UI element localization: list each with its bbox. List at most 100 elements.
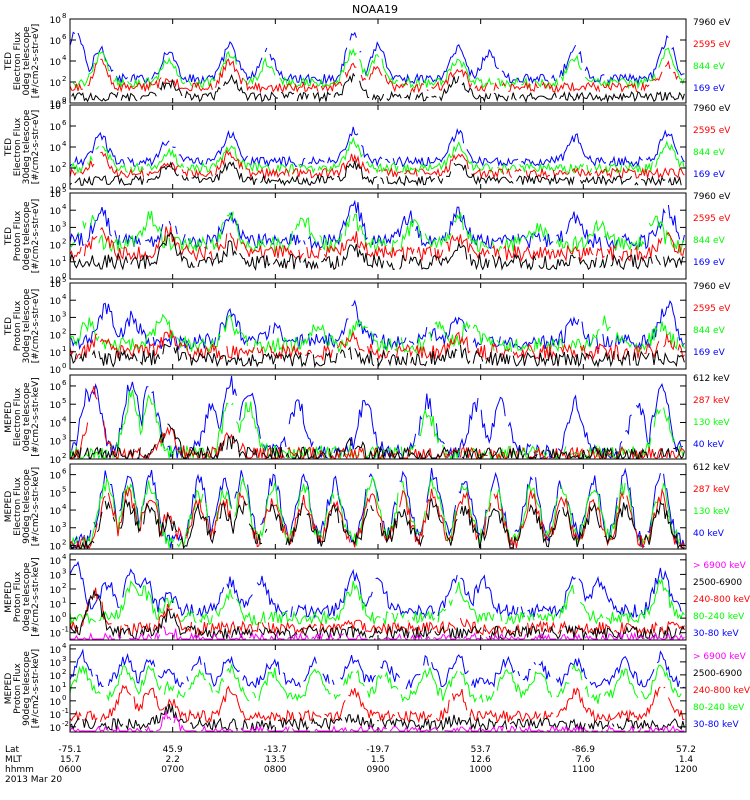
series-169-ev-line [69, 31, 685, 86]
footer-row-label: hhmm [5, 765, 34, 775]
legend-entry: 2500-6900 [693, 578, 742, 588]
y-tick-label: 10 [50, 557, 62, 567]
y-tick-exponent: 1 [62, 597, 66, 605]
y-tick-label: 10 [50, 37, 62, 47]
footer-value: 45.9 [163, 745, 183, 755]
y-tick-label: 10 [50, 259, 62, 269]
legend-entry: > 6900 keV [693, 561, 747, 571]
series-240-800-kev-line [69, 684, 685, 724]
legend-entry: 2595 eV [693, 304, 731, 314]
y-axis-label-line: [#/cm2-s-str-keV] [31, 649, 41, 728]
chart-title: NOAA19 [352, 3, 398, 16]
y-tick-label: 10 [50, 349, 62, 359]
y-axis-label-line: 30deg telescope [22, 109, 32, 184]
y-tick-exponent: 2 [62, 538, 66, 546]
y-tick-exponent: 3 [62, 521, 66, 529]
legend-entry: 844 eV [693, 148, 726, 158]
y-axis-label-line: [#/cm2-s-str-keV] [31, 467, 41, 546]
series-612-kev-line [69, 497, 685, 550]
panel-frame [69, 104, 687, 190]
y-tick-label: 10 [50, 698, 62, 708]
y-tick-exponent: 6 [62, 468, 67, 476]
series-612-kev-line [69, 423, 685, 460]
y-tick-exponent: 4 [62, 415, 67, 423]
legend-entry: 169 eV [693, 170, 726, 180]
y-tick-label: 10 [50, 58, 62, 68]
y-tick-exponent: 5 [62, 276, 66, 284]
y-tick-label: 10 [50, 646, 62, 656]
y-tick-label: 10 [50, 383, 62, 393]
legend-entry: 287 keV [693, 485, 730, 495]
y-tick-exponent: 2 [62, 161, 66, 169]
y-tick-exponent: 0 [62, 362, 66, 370]
y-tick-exponent: 6 [62, 119, 67, 127]
series-2595-ev-line [69, 149, 685, 180]
legend-entry: 80-240 keV [693, 703, 745, 713]
footer-value: 53.7 [471, 745, 491, 755]
legend-entry: > 6900 keV [693, 652, 747, 662]
y-axis-label-line: MEPED [4, 401, 14, 433]
y-tick-exponent: 0 [62, 694, 66, 702]
series-30-80-kev-line [69, 648, 685, 690]
y-axis-label-line: MEPED [4, 673, 14, 705]
y-tick-exponent: 2 [62, 582, 66, 590]
legend-entry: 612 keV [693, 463, 730, 473]
y-axis-label-line: TED [4, 227, 14, 246]
y-tick-label: 10 [50, 123, 62, 133]
footer-value: 57.2 [676, 745, 696, 755]
series-2500-6900-line [69, 589, 685, 641]
y-tick-exponent: -1 [62, 626, 69, 634]
legend-entry: 612 keV [693, 374, 730, 384]
y-tick-label: 10 [50, 472, 62, 482]
y-axis-label-line: 0deg telescope [22, 26, 32, 96]
footer-value: -86.9 [572, 745, 596, 755]
y-tick-label: 10 [50, 280, 62, 290]
y-axis-label-line: Electron Flux [13, 31, 23, 90]
legend-entry: 7960 eV [693, 104, 731, 114]
y-tick-label: 10 [50, 190, 62, 200]
y-tick-exponent: -1 [62, 707, 69, 715]
y-tick-label: 10 [50, 571, 62, 581]
y-tick-exponent: 6 [62, 33, 67, 41]
y-tick-label: 10 [50, 419, 62, 429]
y-tick-exponent: 5 [62, 397, 66, 405]
y-axis-label-line: [#/cm2-s-str-keV] [31, 377, 41, 456]
series--6900-kev-line [70, 626, 685, 641]
legend-entry: 169 eV [693, 84, 726, 94]
y-tick-exponent: 4 [62, 203, 67, 211]
y-tick-exponent: -2 [62, 720, 69, 728]
legend-entry: 844 eV [693, 62, 726, 72]
y-tick-label: 10 [50, 615, 62, 625]
y-tick-label: 10 [50, 525, 62, 535]
y-tick-exponent: 3 [62, 220, 66, 228]
y-tick-exponent: 1 [62, 345, 66, 353]
footer-value: 13.5 [265, 755, 285, 765]
series-2595-ev-line [69, 226, 685, 263]
y-tick-exponent: 0 [62, 182, 66, 190]
y-tick-label: 10 [50, 456, 62, 466]
footer-value: 1.5 [371, 755, 385, 765]
y-tick-label: 10 [50, 630, 62, 640]
legend-entry: 2595 eV [693, 40, 731, 50]
series-2595-ev-line [69, 329, 685, 362]
y-tick-label: 10 [50, 586, 62, 596]
y-axis-label-line: [#/cm2-s-str-eV] [31, 24, 41, 99]
series-287-kev-line [69, 486, 685, 550]
footer-value: 0600 [59, 765, 82, 775]
y-tick-exponent: 8 [62, 98, 66, 106]
y-axis-label-line: Proton Flux [13, 300, 23, 351]
y-tick-label: 10 [50, 186, 62, 196]
series-7960-ev-line [71, 72, 685, 104]
footer-value: 15.7 [60, 755, 80, 765]
y-tick-exponent: 5 [62, 485, 66, 493]
y-tick-label: 10 [50, 207, 62, 217]
y-axis-label-line: 0deg telescope [22, 382, 32, 452]
legend-entry: 7960 eV [693, 282, 731, 292]
panel-frame [69, 18, 687, 104]
y-tick-label: 10 [50, 144, 62, 154]
y-tick-exponent: 5 [62, 186, 66, 194]
footer-row-label: Lat [5, 745, 20, 755]
